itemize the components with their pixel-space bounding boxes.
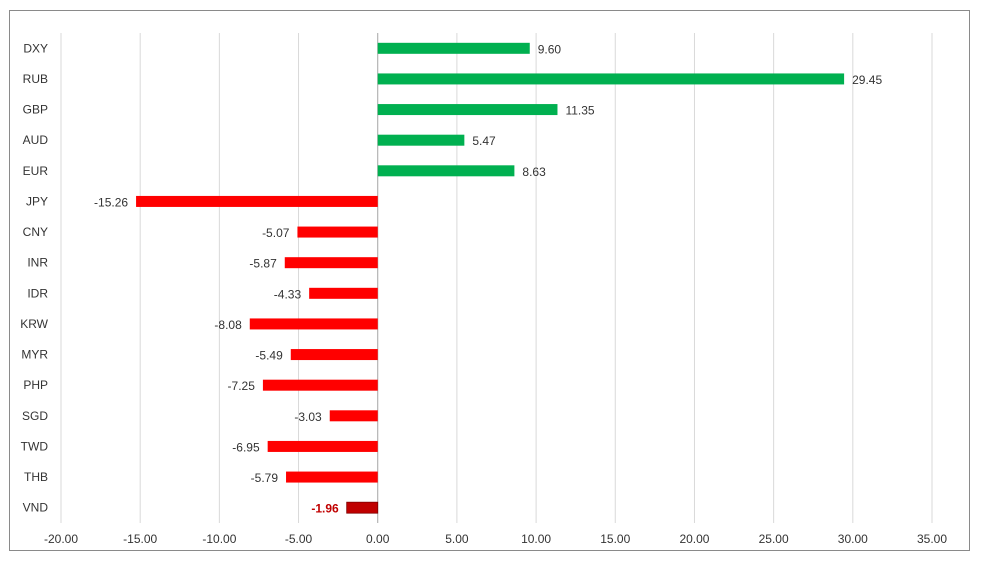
bar-jpy <box>136 195 378 207</box>
data-label-thb: -5.79 <box>251 471 279 485</box>
category-label: DXY <box>23 41 48 55</box>
data-label-dxy: 9.60 <box>538 42 562 56</box>
bar-myr <box>290 349 378 361</box>
bar-vnd <box>346 501 379 514</box>
data-labels: 9.60 29.45 11.35 5.47 8.63 -15.26 -5.07 -5.87 -4… <box>94 42 882 515</box>
data-label-myr: -5.49 <box>255 349 283 363</box>
data-label-idr: -4.33 <box>274 287 302 301</box>
category-label: AUD <box>23 133 49 147</box>
x-tick-label: 10.00 <box>521 532 551 546</box>
bar-sgd <box>329 410 378 422</box>
data-label-vnd: -1.96 <box>311 502 339 516</box>
data-label-inr: -5.87 <box>249 257 277 271</box>
category-axis-labels: DXY RUB GBP AUD EUR JPY CNY INR IDR KRW MYR PHP SGD T… <box>20 41 48 514</box>
category-label: INR <box>27 256 48 270</box>
category-label: PHP <box>23 378 48 392</box>
category-label: THB <box>24 470 48 484</box>
data-label-aud: 5.47 <box>472 134 496 148</box>
data-label-cny: -5.07 <box>262 226 290 240</box>
data-label-sgd: -3.03 <box>294 410 322 424</box>
bar-inr <box>284 257 378 269</box>
category-label: VND <box>23 501 49 515</box>
x-tick-label: -10.00 <box>202 532 236 546</box>
x-tick-label: 25.00 <box>759 532 789 546</box>
category-label: CNY <box>23 225 48 239</box>
category-label: RUB <box>23 72 48 86</box>
category-label: TWD <box>21 439 49 453</box>
category-label: SGD <box>22 409 48 423</box>
data-label-jpy: -15.26 <box>94 195 128 209</box>
data-label-eur: 8.63 <box>522 165 546 179</box>
bar-gbp <box>377 104 558 116</box>
chart-frame: 9.60 29.45 11.35 5.47 8.63 -15.26 -5.07 -5.87 -4… <box>9 10 970 551</box>
category-label: EUR <box>23 164 49 178</box>
data-label-krw: -8.08 <box>214 318 242 332</box>
x-tick-label: 20.00 <box>679 532 709 546</box>
bars <box>136 42 845 514</box>
category-label: MYR <box>21 348 48 362</box>
x-tick-label: -20.00 <box>44 532 78 546</box>
x-tick-label: 35.00 <box>917 532 947 546</box>
category-label: JPY <box>26 194 48 208</box>
bar-dxy <box>377 42 530 54</box>
data-label-twd: -6.95 <box>232 440 260 454</box>
bar-cny <box>297 226 378 238</box>
category-label: KRW <box>20 317 48 331</box>
x-tick-label: -5.00 <box>285 532 313 546</box>
category-label: IDR <box>27 286 48 300</box>
bar-twd <box>267 440 378 452</box>
x-tick-label: 30.00 <box>838 532 868 546</box>
bar-php <box>262 379 378 391</box>
x-tick-label: 5.00 <box>445 532 469 546</box>
category-label: GBP <box>23 103 48 117</box>
data-label-rub: 29.45 <box>852 73 882 87</box>
value-axis-labels: -20.00 -15.00 -10.00 -5.00 0.00 5.00 10.00 15.0… <box>44 532 947 546</box>
data-label-php: -7.25 <box>228 379 256 393</box>
x-tick-label: 0.00 <box>366 532 390 546</box>
x-tick-label: 15.00 <box>600 532 630 546</box>
bar-idr <box>309 287 378 299</box>
data-label-gbp: 11.35 <box>565 104 594 118</box>
bar-thb <box>286 471 378 483</box>
bar-eur <box>377 165 515 177</box>
bar-rub <box>377 73 845 85</box>
x-tick-label: -15.00 <box>123 532 157 546</box>
bar-krw <box>249 318 378 330</box>
bar-aud <box>377 134 465 146</box>
bar-chart: 9.60 29.45 11.35 5.47 8.63 -15.26 -5.07 -5.87 -4… <box>20 33 947 546</box>
